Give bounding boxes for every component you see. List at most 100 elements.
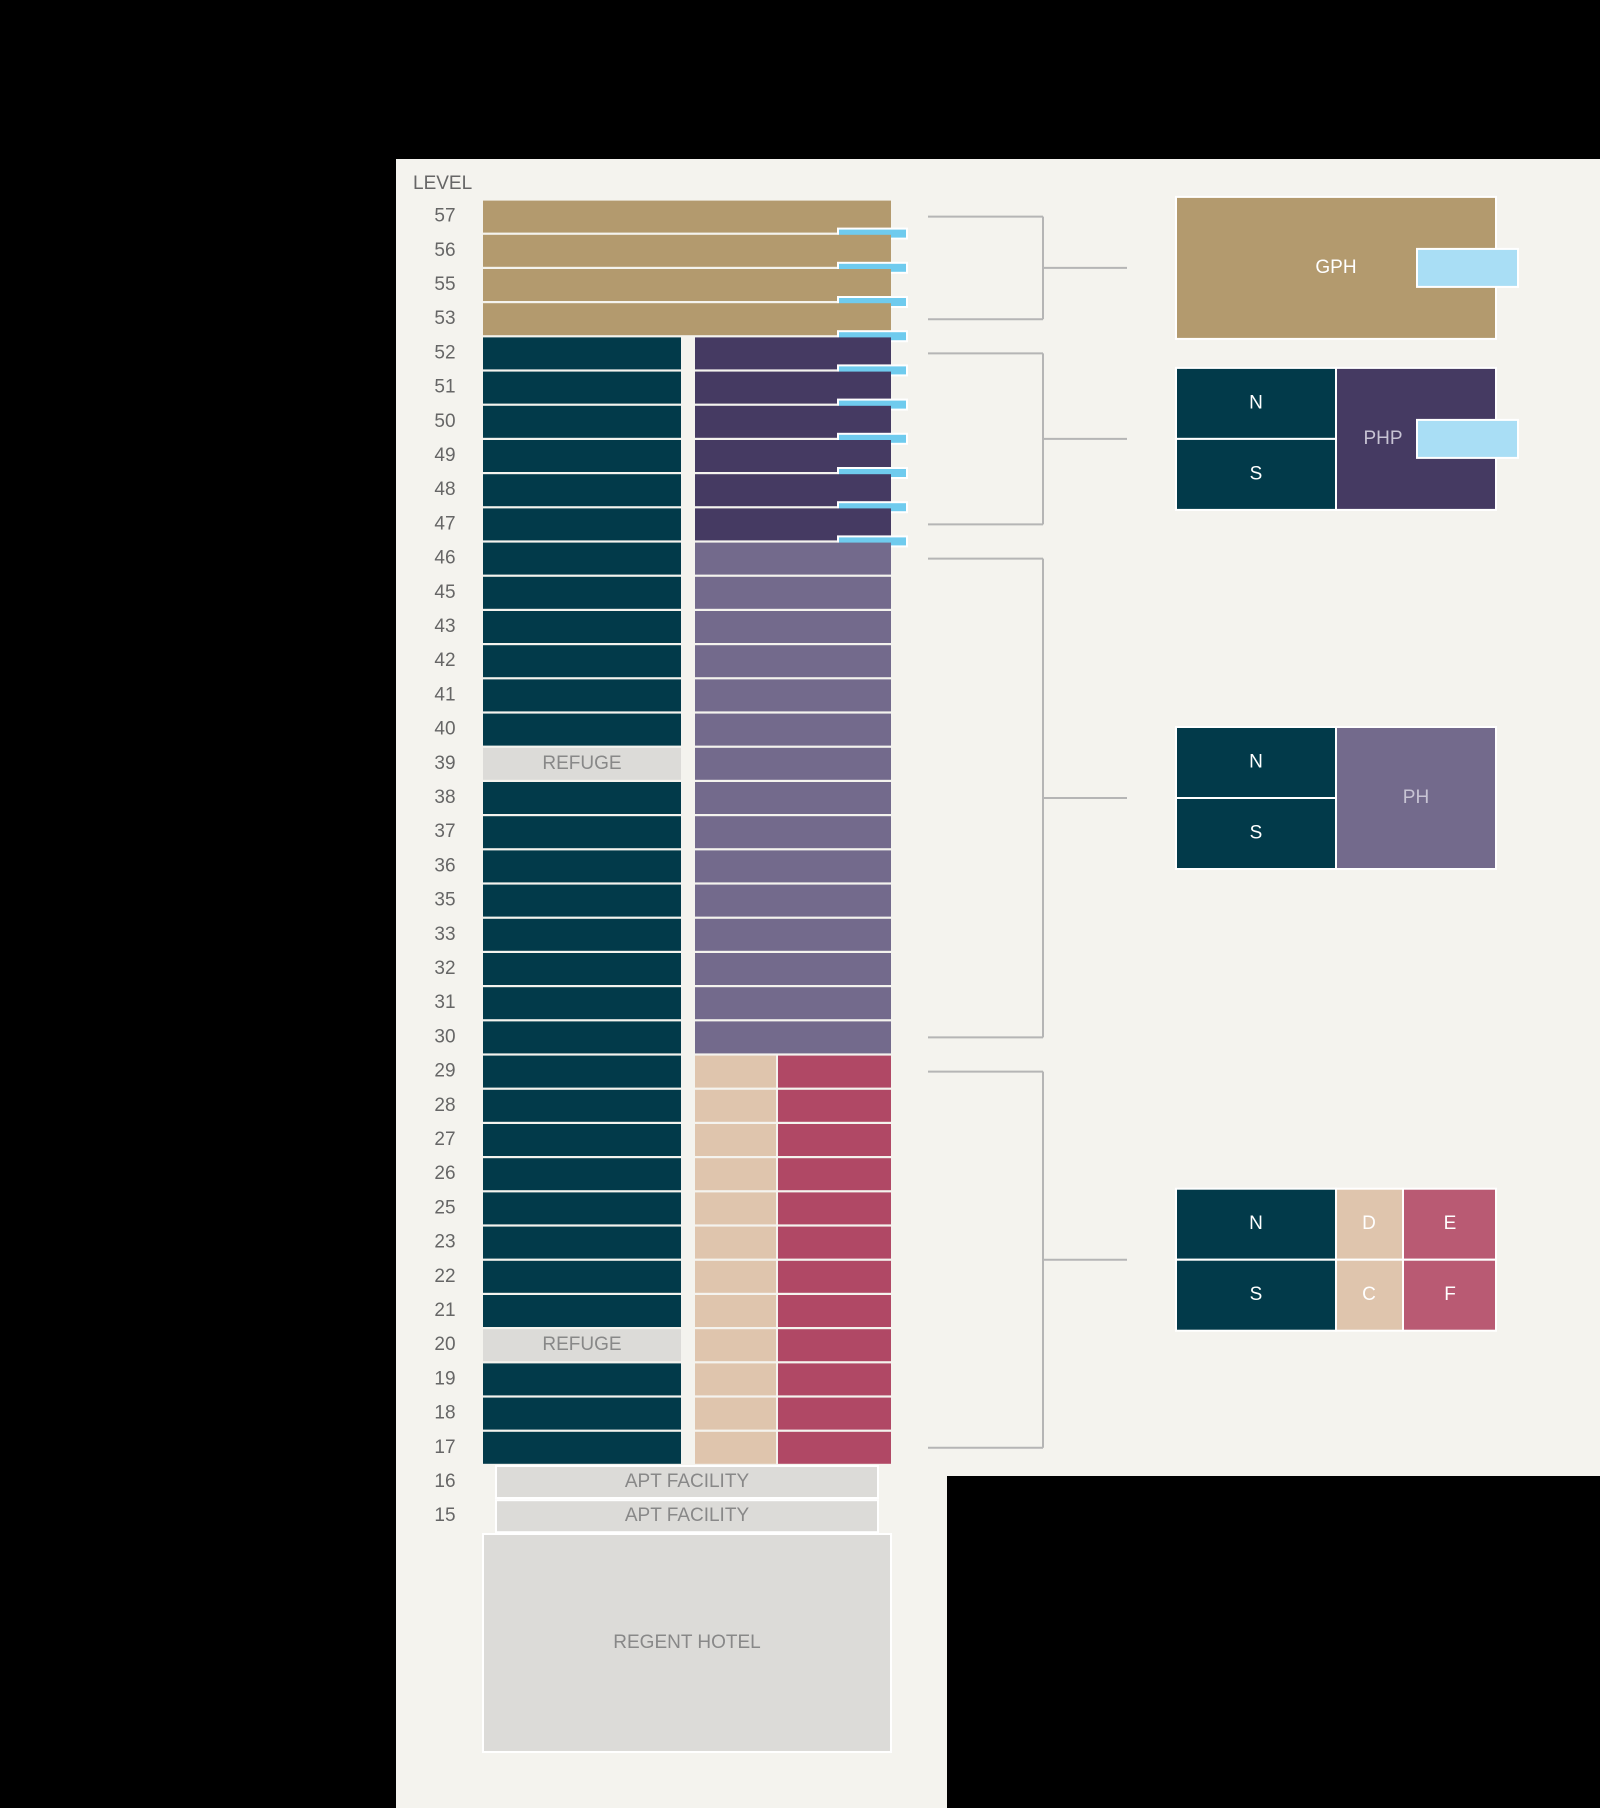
unit-p (695, 508, 891, 541)
level-label: 39 (434, 753, 455, 774)
legend-label: S (1250, 1284, 1263, 1305)
unit-n-s (483, 474, 681, 507)
unit-e-f (778, 1295, 891, 1327)
unit-p (695, 371, 891, 404)
unit-c-d (695, 1363, 776, 1396)
unit-n-s (483, 884, 681, 917)
unit-n-s (483, 405, 681, 438)
unit-p (695, 816, 891, 849)
apt-facility (495, 1465, 879, 1499)
refuge-label: REFUGE (542, 1334, 621, 1355)
level-label: 49 (434, 445, 455, 466)
unit-n-s (483, 1192, 681, 1225)
level-label: 20 (434, 1334, 455, 1355)
unit-n-s (483, 542, 681, 575)
level-label: 25 (434, 1197, 455, 1218)
unit-p (695, 987, 891, 1020)
unit-n-s (483, 1021, 681, 1054)
legend-label: D (1362, 1213, 1376, 1234)
unit-e-f (778, 1124, 891, 1156)
legend-c (1335, 1258, 1404, 1332)
level-label: 52 (434, 342, 455, 363)
legend-gph (1175, 195, 1497, 340)
level-label: 16 (434, 1471, 455, 1492)
unit-n-s (483, 1295, 681, 1327)
unit-p (695, 337, 891, 370)
level-label: 50 (434, 411, 455, 432)
unit-c-d (695, 1158, 776, 1191)
level-label: 40 (434, 719, 455, 740)
level-label: 57 (434, 206, 455, 227)
unit-p (695, 576, 891, 609)
level-label: 37 (434, 821, 455, 842)
unit-p (695, 440, 891, 472)
unit-e-f (778, 1192, 891, 1225)
facility-label: APT FACILITY (625, 1471, 750, 1492)
unit-p (695, 1021, 891, 1054)
unit-e-f (778, 1089, 891, 1122)
legend-label: PH (1403, 787, 1429, 808)
legend-label: E (1444, 1213, 1457, 1234)
unit-p (695, 645, 891, 678)
unit-gph (483, 269, 891, 301)
legend-e (1402, 1187, 1497, 1261)
unit-c-d (695, 1295, 776, 1327)
unit-gph (483, 234, 891, 267)
unit-n-s (483, 371, 681, 404)
level-label: 46 (434, 548, 455, 569)
unit-p (695, 611, 891, 643)
refuge (483, 747, 681, 780)
level-label: 17 (434, 1437, 455, 1458)
unit-n-s (483, 1431, 681, 1464)
unit-e-f (778, 1260, 891, 1293)
unit-c-d (695, 1329, 776, 1362)
level-label: 55 (434, 274, 455, 295)
unit-c-d (695, 1192, 776, 1225)
unit-n-s (483, 1158, 681, 1191)
hotel-label: REGENT HOTEL (613, 1632, 760, 1653)
level-label: 27 (434, 1129, 455, 1150)
unit-gph (483, 200, 891, 233)
unit-p (695, 884, 891, 917)
unit-n-s (483, 440, 681, 472)
unit-p (695, 713, 891, 746)
unit-n-s (483, 782, 681, 814)
legend-n (1175, 1187, 1337, 1261)
unit-n-s (483, 1363, 681, 1396)
hotel (482, 1533, 892, 1753)
level-label: 45 (434, 582, 455, 603)
unit-n-s (483, 850, 681, 883)
unit-n-s (483, 816, 681, 849)
level-label: 53 (434, 308, 455, 329)
legend-n (1175, 726, 1337, 799)
unit-p (695, 747, 891, 780)
legend-s (1175, 1258, 1337, 1332)
legend-label: N (1249, 392, 1263, 413)
unit-p (695, 679, 891, 712)
level-label: 18 (434, 1403, 455, 1424)
unit-p (695, 782, 891, 814)
level-label: 41 (434, 684, 455, 705)
unit-n-s (483, 1055, 681, 1088)
legend-tab (1416, 247, 1519, 288)
refuge (483, 1329, 681, 1362)
level-label: 21 (434, 1300, 455, 1321)
unit-n-s (483, 576, 681, 609)
level-label: 22 (434, 1266, 455, 1287)
unit-p (695, 474, 891, 507)
legend-label: N (1249, 1213, 1263, 1234)
unit-c-d (695, 1431, 776, 1464)
level-label: 32 (434, 958, 455, 979)
unit-e-f (778, 1329, 891, 1362)
legend-label: S (1250, 823, 1263, 844)
unit-n-s (483, 953, 681, 985)
unit-n-s (483, 611, 681, 643)
unit-c-d (695, 1055, 776, 1088)
apt-facility (495, 1499, 879, 1534)
level-label: 33 (434, 924, 455, 945)
level-label: 29 (434, 1061, 455, 1082)
legend-tab (1416, 418, 1519, 459)
legend-p (1335, 726, 1497, 870)
